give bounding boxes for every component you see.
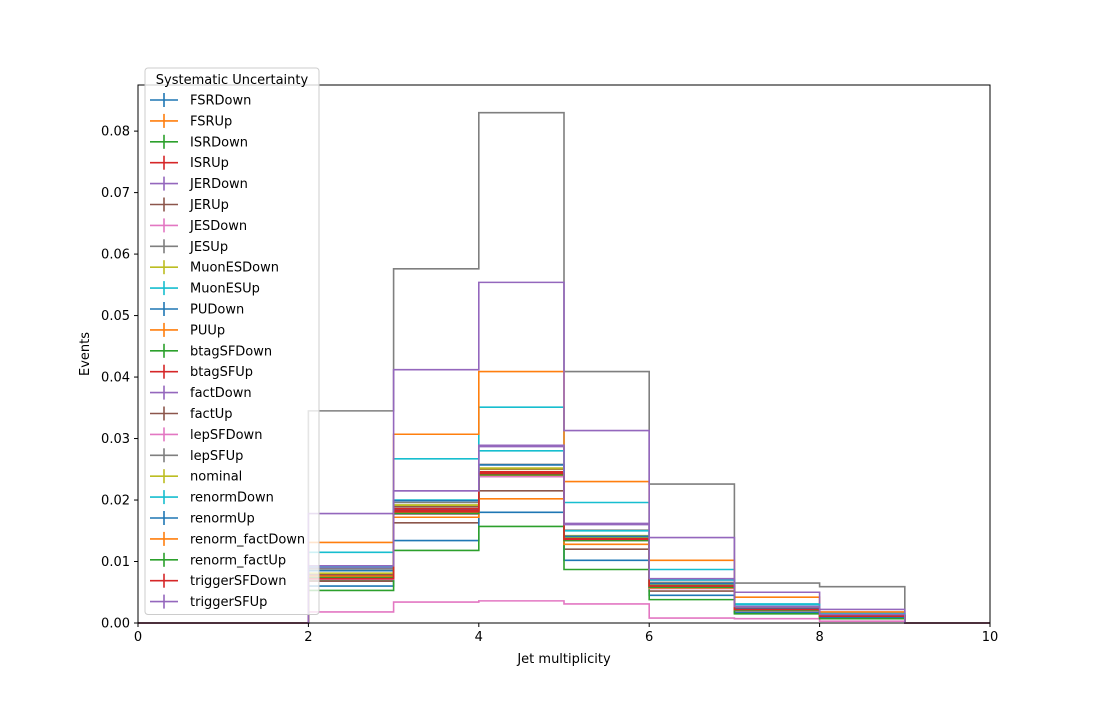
legend: Systematic Uncertainty FSRDown FSRUp ISRDo… (144, 67, 320, 615)
legend-label: JESDown (189, 219, 247, 234)
series-line-factDown (138, 281, 990, 624)
series-line-btagSFDown (138, 525, 990, 624)
x-axis-label: Jet multiplicity (516, 652, 611, 667)
legend-item-ISRUp: ISRUp (150, 155, 229, 171)
series-line-JESDown (138, 600, 990, 624)
legend-item-factUp: factUp (150, 406, 233, 422)
x-tick-label: 6 (645, 630, 653, 645)
y-tick-label: 0.00 (101, 617, 130, 632)
plot-frame (137, 84, 991, 624)
legend-label: lepSFDown (190, 428, 262, 443)
series-line-JESUp (138, 111, 990, 624)
legend-label: factUp (190, 407, 233, 422)
legend-item-FSRUp: FSRUp (150, 113, 232, 129)
y-tick-label: 0.07 (101, 186, 130, 201)
legend-item-JERUp: JERUp (150, 197, 229, 213)
legend-label: renormDown (190, 491, 274, 506)
legend-label: factDown (190, 386, 252, 401)
legend-item-PUDown: PUDown (150, 302, 244, 318)
legend-item-MuonESDown: MuonESDown (150, 260, 279, 276)
legend-label: JERDown (189, 177, 248, 192)
legend-item-JERDown: JERDown (150, 176, 248, 192)
legend-label: triggerSFUp (190, 595, 267, 610)
y-axis-label: Events (78, 332, 93, 376)
legend-label: FSRUp (190, 114, 232, 129)
x-tick-label: 2 (304, 630, 312, 645)
legend-label: PUDown (190, 303, 244, 318)
y-tick-label: 0.05 (101, 309, 130, 324)
x-tick-label: 8 (815, 630, 823, 645)
legend-label: triggerSFDown (190, 574, 286, 589)
series-line-triggerSFDown (138, 472, 990, 624)
legend-item-btagSFDown: btagSFDown (150, 343, 272, 359)
legend-item-lepSFDown: lepSFDown (150, 427, 262, 443)
legend-item-renorm_factDown: renorm_factDown (150, 531, 305, 547)
x-tick-label: 0 (134, 630, 142, 645)
y-axis-ticks: 0.00 0.01 0.02 0.03 0.04 0.05 0.06 0.07 0.08 (101, 125, 138, 632)
legend-label: FSRDown (190, 94, 251, 109)
x-tick-label: 10 (982, 630, 999, 645)
legend-label: ISRDown (190, 135, 248, 150)
legend-item-ISRDown: ISRDown (150, 134, 248, 150)
legend-item-triggerSFUp: triggerSFUp (150, 594, 267, 610)
legend-label: JERUp (189, 198, 229, 213)
legend-item-triggerSFDown: triggerSFDown (150, 573, 286, 589)
legend-label: nominal (190, 470, 242, 485)
legend-item-renormDown: renormDown (150, 490, 274, 506)
series-line-PUUp (138, 370, 990, 624)
series-layer (138, 111, 990, 624)
y-tick-label: 0.02 (101, 494, 130, 509)
legend-label: MuonESDown (190, 261, 279, 276)
y-tick-label: 0.06 (101, 248, 130, 263)
legend-item-MuonESUp: MuonESUp (150, 281, 260, 297)
y-tick-label: 0.08 (101, 125, 130, 140)
legend-label: lepSFUp (190, 449, 243, 464)
legend-label: renorm_factUp (190, 553, 286, 568)
y-tick-label: 0.04 (101, 371, 130, 386)
legend-title: Systematic Uncertainty (156, 73, 309, 88)
legend-item-JESDown: JESDown (150, 218, 247, 234)
legend-item-PUUp: PUUp (150, 322, 225, 338)
x-axis-ticks: 0 2 4 6 8 10 (134, 623, 998, 645)
legend-item-btagSFUp: btagSFUp (150, 364, 253, 380)
legend-items: FSRDown FSRUp ISRDown ISRUp JERDown JERUp JESD… (150, 93, 305, 610)
legend-item-factDown: factDown (150, 385, 252, 401)
legend-item-renorm_factUp: renorm_factUp (150, 552, 286, 568)
legend-label: MuonESUp (190, 282, 260, 297)
legend-label: ISRUp (190, 156, 229, 171)
series-line-triggerSFUp (138, 444, 990, 624)
legend-item-renormUp: renormUp (150, 511, 255, 527)
legend-label: PUUp (190, 323, 225, 338)
legend-label: renorm_factDown (190, 532, 305, 547)
legend-label: btagSFDown (190, 344, 272, 359)
legend-label: btagSFUp (190, 365, 253, 380)
x-tick-label: 4 (475, 630, 483, 645)
legend-item-FSRDown: FSRDown (150, 93, 251, 109)
legend-item-JESUp: JESUp (150, 239, 228, 255)
y-tick-label: 0.03 (101, 432, 130, 447)
legend-item-nominal: nominal (150, 469, 242, 485)
y-tick-label: 0.01 (101, 555, 130, 570)
legend-item-lepSFUp: lepSFUp (150, 448, 243, 464)
legend-label: renormUp (190, 512, 255, 527)
series-line-PUDown (138, 511, 990, 624)
legend-label: JESUp (189, 240, 228, 255)
legend-box (144, 67, 320, 615)
